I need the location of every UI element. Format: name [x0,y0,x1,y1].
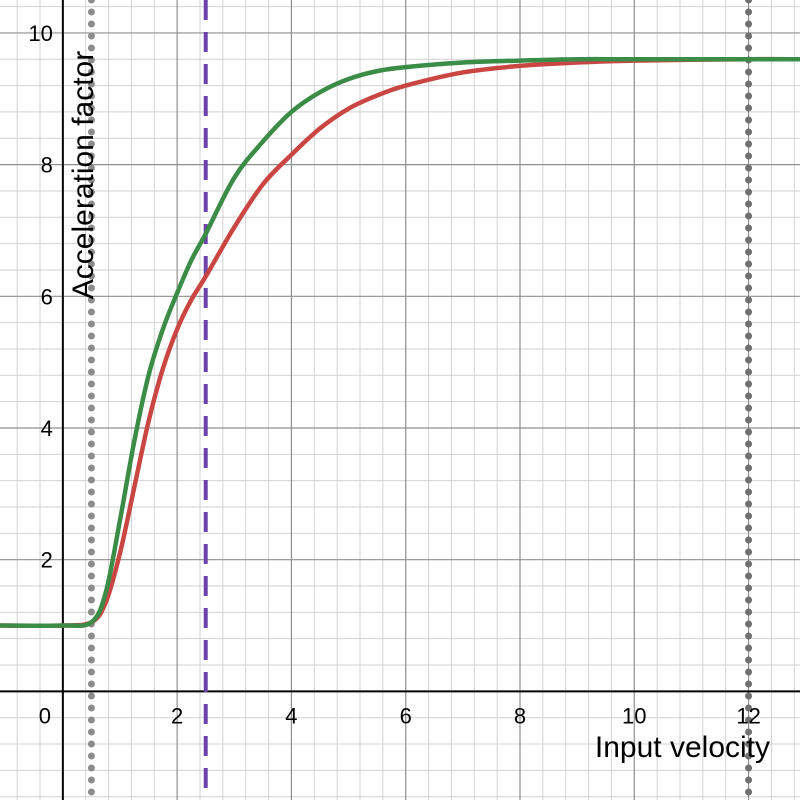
x-tick-label: 10 [622,703,646,728]
x-tick-label: 0 [39,703,51,728]
series-curve-1 [0,56,800,629]
reference-lines [87,0,753,800]
y-tick-label: 10 [28,21,52,46]
y-axis-title: Acceleration factor [67,51,100,299]
y-tick-label: 2 [41,548,53,573]
series-curve-2 [0,56,800,629]
x-tick-label: 12 [736,703,760,728]
y-tick-label: 4 [41,416,53,441]
x-tick-label: 6 [400,703,412,728]
series-curves [0,56,800,629]
x-tick-label: 2 [171,703,183,728]
y-tick-label: 6 [41,284,53,309]
tick-labels: 0 2 4 6 8 10 12 2 4 6 8 10 [28,21,760,728]
x-tick-label: 4 [285,703,297,728]
x-tick-label: 8 [514,703,526,728]
y-tick-label: 8 [41,153,53,178]
x-axis-title: Input velocity [595,731,770,764]
